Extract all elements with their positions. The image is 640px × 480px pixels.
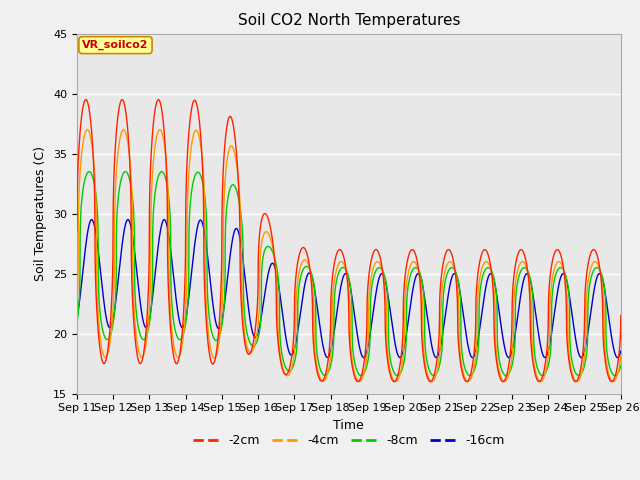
Title: Soil CO2 North Temperatures: Soil CO2 North Temperatures <box>237 13 460 28</box>
Text: VR_soilco2: VR_soilco2 <box>83 40 148 50</box>
Legend: -2cm, -4cm, -8cm, -16cm: -2cm, -4cm, -8cm, -16cm <box>188 429 509 452</box>
Y-axis label: Soil Temperatures (C): Soil Temperatures (C) <box>35 146 47 281</box>
X-axis label: Time: Time <box>333 419 364 432</box>
